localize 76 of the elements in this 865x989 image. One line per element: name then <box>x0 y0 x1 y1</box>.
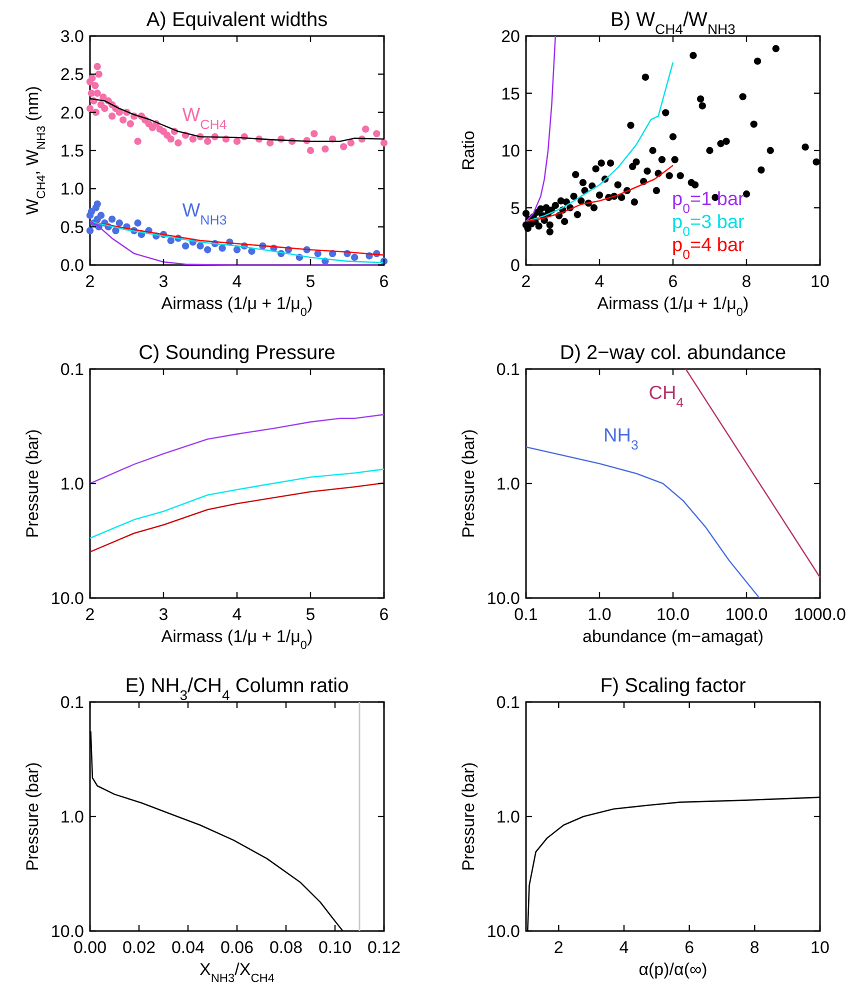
x-axis-title: Airmass (1/μ + 1/μ$_{0}$) <box>161 627 313 652</box>
y-tick-label: 0 <box>510 256 520 275</box>
y-tick-label: 10.0 <box>50 589 84 608</box>
x-tick-label: 4 <box>619 938 629 957</box>
y-tick-label: 0.5 <box>60 218 84 237</box>
y-axis-title: Pressure (bar) <box>23 762 42 871</box>
y-tick-label: 10.0 <box>486 922 520 941</box>
chart-title: E) NH$_{3}$/CH$_{4}$ Column ratio <box>125 675 349 703</box>
y-tick-label: 0.1 <box>496 360 520 379</box>
y-tick-label: 1.5 <box>60 142 84 160</box>
x-tick-label: 100.0 <box>725 605 768 624</box>
x-axis-title: α(p)/α(∞) <box>638 960 708 979</box>
y-axis-title: Pressure (bar) <box>459 429 478 538</box>
y-tick-label: 3.0 <box>60 27 84 46</box>
y-tick-label: 1.0 <box>60 474 84 494</box>
x-axis-title: X$_{NH3}$/X$_{CH4}$ <box>200 960 275 985</box>
x-tick-label: 6 <box>379 272 389 291</box>
x-tick-label: 6 <box>668 272 678 291</box>
x-tick-label: 0.10 <box>318 938 352 957</box>
y-tick-label: 20 <box>501 27 520 46</box>
x-tick-label: 4 <box>594 272 604 291</box>
chart-title: B) W$_{CH4}$/W$_{NH3}$ <box>610 9 736 37</box>
series-label: NH$_{3}$ <box>604 426 638 452</box>
x-tick-label: 2 <box>521 272 531 291</box>
x-tick-label: 0.00 <box>73 938 107 957</box>
series-label: CH$_{4}$ <box>648 383 684 410</box>
x-tick-label: 4 <box>232 272 242 291</box>
x-tick-label: 5 <box>306 272 316 291</box>
y-tick-label: 10.0 <box>486 589 520 608</box>
y-tick-label: 0.1 <box>60 693 84 712</box>
y-tick-label: 1.0 <box>496 474 520 494</box>
chart-title: A) Equivalent widths <box>146 9 328 31</box>
x-tick-label: 5 <box>306 605 316 624</box>
y-tick-label: 0.0 <box>60 256 84 275</box>
y-axis-title: Pressure (bar) <box>459 762 478 871</box>
x-tick-label: 6 <box>684 938 694 957</box>
y-tick-label: 0.1 <box>496 693 520 712</box>
series-label: W$_{NH3}$ <box>182 200 227 227</box>
x-tick-label: 0.04 <box>171 938 205 957</box>
x-tick-label: 1.0 <box>588 605 612 624</box>
y-tick-label: 1.0 <box>496 808 520 826</box>
y-tick-label: 10.0 <box>50 922 84 941</box>
x-tick-label: 8 <box>750 938 760 957</box>
chart-title: D) 2−way col. abundance <box>560 342 786 364</box>
x-tick-label: 10.0 <box>656 605 690 624</box>
x-tick-label: 0.06 <box>220 938 254 957</box>
x-tick-label: 6 <box>379 605 389 624</box>
x-axis-title: abundance (m−amagat) <box>582 627 764 646</box>
x-tick-label: 4 <box>232 605 242 624</box>
x-axis-title: Airmass (1/μ + 1/μ$_{0}$) <box>597 294 749 319</box>
chart-title: C) Sounding Pressure <box>138 342 336 364</box>
series-label: W$_{CH4}$ <box>182 104 227 132</box>
y-axis-title: Pressure (bar) <box>23 429 42 538</box>
chart-title: F) Scaling factor <box>600 675 746 697</box>
y-tick-label: 0.1 <box>60 360 84 379</box>
x-axis-title: Airmass (1/μ + 1/μ$_{0}$) <box>161 294 313 319</box>
y-tick-label: 1.0 <box>60 180 84 199</box>
y-tick-label: 10 <box>501 142 520 160</box>
x-tick-label: 2 <box>554 938 564 957</box>
x-tick-label: 2 <box>85 605 95 624</box>
x-tick-label: 3 <box>158 272 168 291</box>
x-tick-label: 0.02 <box>122 938 156 957</box>
y-tick-label: 5 <box>510 198 520 218</box>
x-tick-label: 0.12 <box>367 938 401 957</box>
y-axis-title: Ratio <box>459 130 478 170</box>
y-tick-label: 15 <box>501 84 520 104</box>
y-tick-label: 2.0 <box>60 103 84 122</box>
y-tick-label: 2.5 <box>60 65 84 84</box>
x-tick-label: 0.08 <box>269 938 303 957</box>
x-tick-label: 10 <box>810 272 830 291</box>
x-tick-label: 10 <box>810 938 830 957</box>
y-tick-label: 1.0 <box>60 808 84 826</box>
x-tick-label: 8 <box>742 272 752 291</box>
x-tick-label: 3 <box>158 605 168 624</box>
x-tick-label: 2 <box>85 272 95 291</box>
x-tick-label: 1000.0 <box>794 605 846 624</box>
